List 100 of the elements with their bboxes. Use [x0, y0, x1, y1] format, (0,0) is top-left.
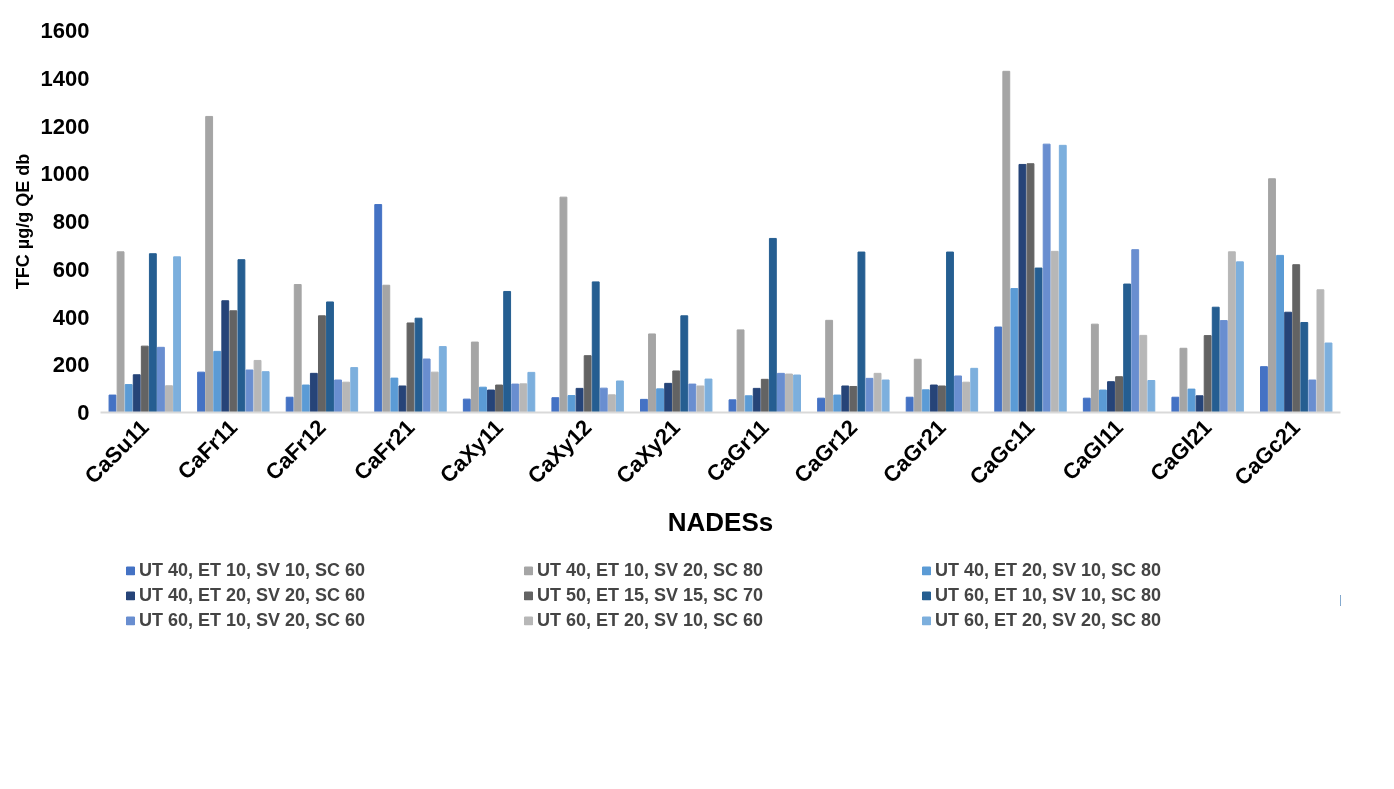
bar — [551, 397, 560, 413]
bar — [406, 322, 415, 413]
bar — [285, 396, 294, 413]
bar — [913, 358, 922, 413]
bar — [350, 367, 359, 413]
bar — [132, 374, 141, 413]
bar — [470, 341, 479, 413]
bar — [559, 196, 568, 413]
bar — [1308, 379, 1317, 413]
bar — [1171, 396, 1180, 413]
bar — [116, 251, 125, 413]
bar — [793, 374, 801, 413]
bar — [1260, 366, 1268, 413]
bar — [1082, 397, 1091, 413]
bar — [293, 284, 302, 413]
bar — [1268, 178, 1276, 413]
bar — [583, 355, 592, 413]
bar — [342, 381, 351, 413]
bar — [744, 395, 753, 413]
legend-label: UT 40, ET 20, SV 10, SC 80 — [935, 559, 1163, 581]
bar — [503, 290, 512, 413]
bar — [1123, 283, 1132, 413]
bar — [261, 371, 270, 413]
bar — [599, 387, 608, 413]
bar — [301, 384, 310, 413]
bar — [148, 253, 157, 413]
bar — [575, 387, 584, 413]
bar — [1195, 395, 1204, 413]
bar — [487, 389, 495, 413]
bar — [1211, 306, 1220, 413]
y-tick-label: 800 — [52, 209, 90, 234]
bar — [591, 281, 600, 413]
bar — [245, 369, 254, 413]
bar — [197, 371, 206, 413]
bar — [704, 378, 713, 413]
bar — [833, 394, 842, 413]
bar — [422, 358, 431, 413]
bar — [1292, 264, 1301, 413]
bar — [173, 256, 181, 413]
bar — [1026, 163, 1035, 413]
legend-label: UT 40, ET 10, SV 20, SC 80 — [537, 559, 765, 581]
bar — [1300, 321, 1309, 413]
x-axis-title: NADESs — [667, 507, 774, 538]
bar — [1276, 254, 1284, 413]
bar — [946, 251, 954, 413]
legend-label: UT 50, ET 15, SV 15, SC 70 — [537, 584, 765, 606]
bar — [1203, 335, 1212, 413]
bar — [938, 385, 946, 413]
legend-label: UT 60, ET 10, SV 20, SC 60 — [139, 609, 367, 631]
bar — [688, 383, 697, 413]
bar — [1179, 347, 1188, 413]
bar — [777, 372, 785, 413]
bar — [1058, 144, 1067, 413]
bar — [567, 395, 576, 413]
bar — [495, 384, 503, 413]
legend-label: UT 40, ET 20, SV 20, SC 60 — [139, 584, 367, 606]
bar — [462, 398, 471, 413]
bar — [374, 204, 383, 413]
bar — [229, 310, 238, 413]
bar — [672, 370, 681, 413]
y-tick-label: 0 — [77, 400, 90, 425]
bar — [962, 381, 971, 413]
bar — [1090, 323, 1099, 413]
bar — [696, 385, 705, 413]
bar — [438, 346, 447, 413]
bar — [140, 345, 149, 413]
bar — [1187, 388, 1196, 413]
y-axis-title: TFC µg/g QE db — [12, 153, 33, 290]
bar — [124, 384, 133, 413]
bar — [607, 394, 616, 413]
bar — [326, 301, 334, 413]
bar — [680, 315, 689, 413]
bar — [1139, 334, 1148, 413]
bar — [664, 382, 673, 413]
y-tick-label: 1200 — [40, 113, 90, 139]
legend-label: UT 40, ET 10, SV 10, SC 60 — [139, 559, 367, 581]
bar — [615, 380, 624, 413]
bar — [752, 387, 761, 413]
bar — [519, 383, 528, 413]
bar — [479, 386, 487, 413]
bar — [237, 259, 246, 413]
bar — [760, 378, 769, 413]
bar — [841, 385, 850, 413]
bar — [1042, 143, 1051, 413]
bar — [157, 346, 165, 413]
bar — [865, 377, 874, 413]
bar — [640, 398, 648, 413]
bar — [1050, 250, 1059, 413]
y-tick-label: 200 — [52, 352, 90, 378]
bar — [1324, 342, 1333, 413]
bar — [1034, 267, 1043, 413]
bar — [205, 115, 214, 413]
bar — [1018, 163, 1027, 413]
bar — [736, 329, 745, 413]
bar — [954, 375, 962, 413]
bar — [1147, 380, 1156, 413]
bar — [648, 333, 656, 413]
bar — [398, 385, 407, 413]
legend-label: UT 60, ET 10, SV 10, SC 80 — [935, 584, 1163, 606]
bar — [728, 399, 737, 413]
